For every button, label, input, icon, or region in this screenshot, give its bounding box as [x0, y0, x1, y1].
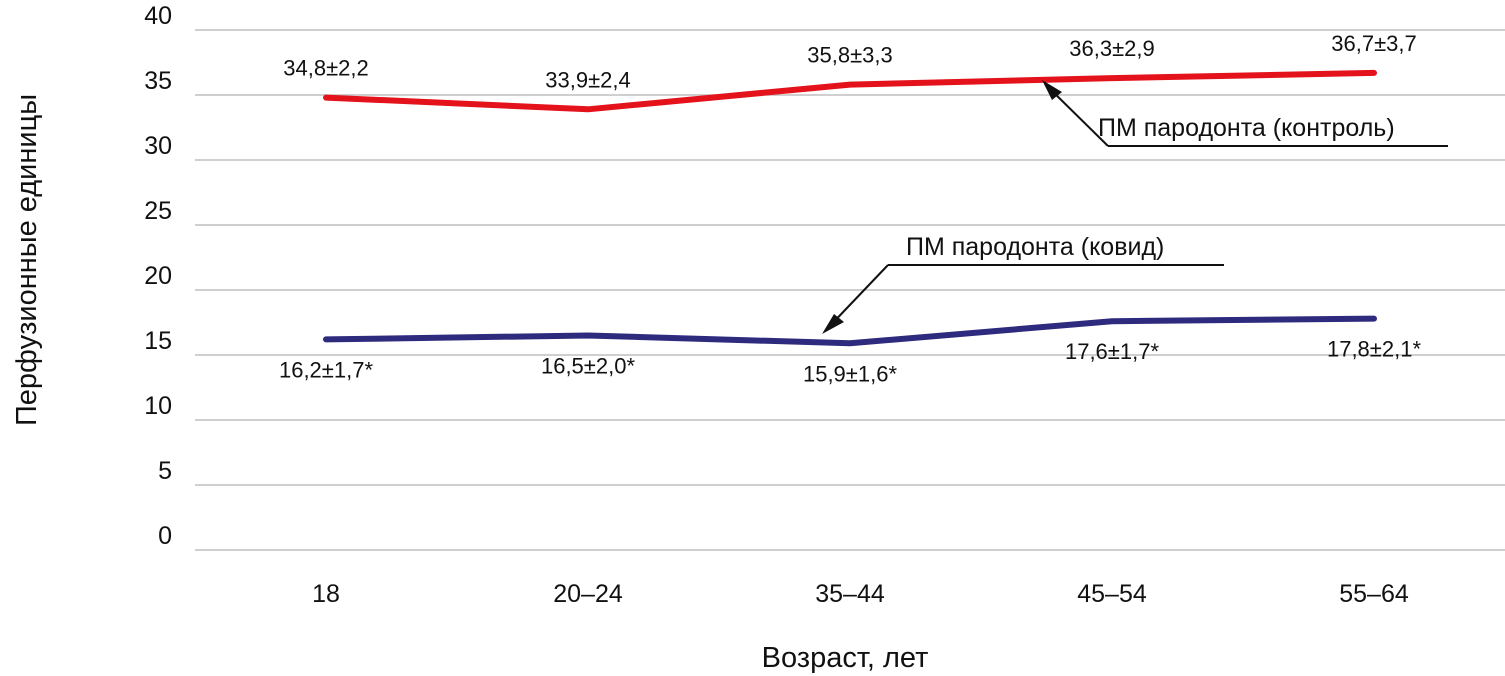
data-label: 36,3±2,9	[1069, 36, 1154, 61]
data-label: 36,7±3,7	[1331, 31, 1416, 56]
y-tick-label: 5	[158, 457, 172, 485]
y-axis-title: Перфузионные единицы	[11, 94, 43, 426]
series-lines	[323, 69, 1377, 347]
legend-entry-control: ПМ пародонта (контроль)	[1098, 114, 1395, 142]
y-tick-label: 35	[144, 67, 172, 95]
y-axis-ticks: 0 5 10 15 20 25 30 35 40	[144, 2, 172, 550]
x-tick-label: 35–44	[815, 580, 885, 608]
callout-covid-arrowhead	[822, 314, 844, 334]
series-line-0	[323, 69, 1377, 113]
x-tick-label: 20–24	[553, 580, 623, 608]
callout-control: ПМ пародонта (контроль)	[1042, 80, 1448, 147]
data-label: 17,6±1,7*	[1065, 339, 1159, 364]
y-tick-label: 15	[144, 327, 172, 355]
y-tick-label: 10	[144, 392, 172, 420]
x-tick-label: 18	[312, 580, 340, 608]
y-tick-label: 0	[158, 522, 172, 550]
x-tick-label: 55–64	[1339, 580, 1409, 608]
data-label: 35,8±3,3	[807, 43, 892, 68]
data-label: 34,8±2,2	[283, 56, 368, 81]
data-label: 15,9±1,6*	[803, 361, 897, 386]
data-label: 16,2±1,7*	[279, 357, 373, 382]
data-label: 17,8±2,1*	[1327, 337, 1421, 362]
callout-covid: ПМ пародонта (ковид)	[822, 233, 1224, 334]
gridlines	[195, 29, 1505, 551]
x-tick-label: 45–54	[1077, 580, 1147, 608]
data-labels: 34,8±2,2 33,9±2,4 35,8±3,3 36,3±2,9 36,7±3,7…	[279, 31, 1421, 386]
legend-entry-covid: ПМ пародонта (ковид)	[906, 233, 1164, 261]
y-tick-label: 40	[144, 2, 172, 30]
y-tick-label: 25	[144, 197, 172, 225]
y-tick-label: 20	[144, 262, 172, 290]
callout-control-arrowhead	[1042, 80, 1062, 100]
data-label: 16,5±2,0*	[541, 354, 635, 379]
x-axis-ticks: 18 20–24 35–44 45–54 55–64	[312, 580, 1409, 608]
x-axis-title: Возраст, лет	[762, 642, 929, 674]
data-label: 33,9±2,4	[545, 67, 630, 92]
series-line-1	[323, 315, 1377, 347]
y-tick-label: 30	[144, 132, 172, 160]
